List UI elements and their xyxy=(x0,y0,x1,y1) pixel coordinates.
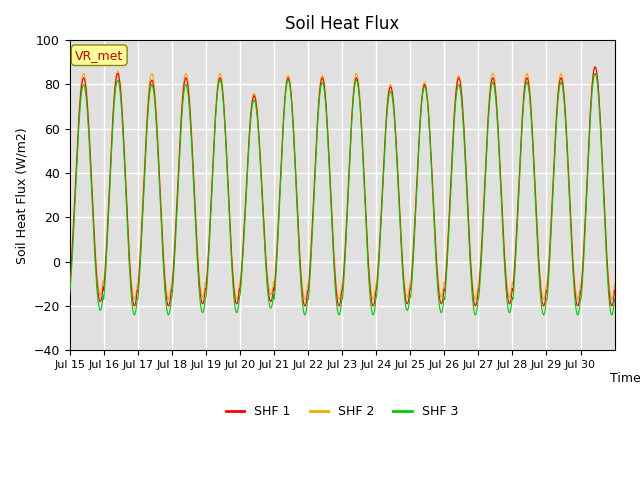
Text: VR_met: VR_met xyxy=(75,49,124,62)
X-axis label: Time: Time xyxy=(610,372,640,385)
Y-axis label: Soil Heat Flux (W/m2): Soil Heat Flux (W/m2) xyxy=(15,127,28,264)
Legend: SHF 1, SHF 2, SHF 3: SHF 1, SHF 2, SHF 3 xyxy=(221,400,463,423)
Title: Soil Heat Flux: Soil Heat Flux xyxy=(285,15,399,33)
